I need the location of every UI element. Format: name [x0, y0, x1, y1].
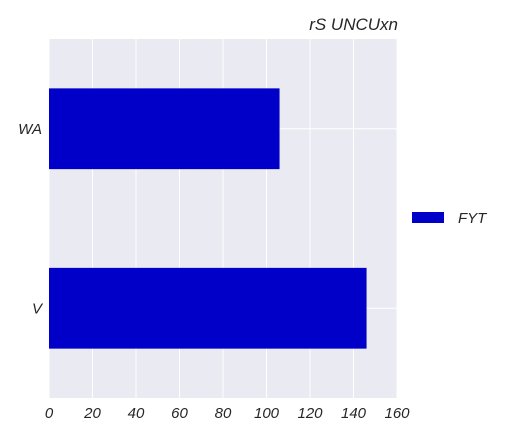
x-tick-label: 160 — [384, 405, 410, 422]
legend-label-fyt: FYT — [458, 210, 488, 227]
x-tick-label: 60 — [171, 405, 188, 422]
bar-wa — [49, 88, 280, 170]
bars — [49, 88, 367, 349]
x-tick-label: 100 — [254, 405, 280, 422]
legend-swatch-fyt — [412, 212, 444, 223]
chart-title: rS UNCUxn — [309, 15, 398, 34]
y-axis-tick-labels: WA V — [18, 121, 44, 318]
y-tick-label: V — [32, 300, 44, 317]
x-axis-tick-labels: 0 20 40 60 80 100 120 140 160 — [45, 405, 410, 422]
x-tick-label: 140 — [341, 405, 367, 422]
x-tick-label: 120 — [297, 405, 323, 422]
x-tick-label: 80 — [215, 405, 232, 422]
legend: FYT — [412, 210, 488, 227]
y-tick-label: WA — [18, 121, 42, 138]
x-tick-label: 40 — [128, 405, 145, 422]
bar-v — [49, 267, 367, 349]
x-tick-label: 20 — [83, 405, 101, 422]
x-tick-label: 0 — [45, 405, 54, 422]
